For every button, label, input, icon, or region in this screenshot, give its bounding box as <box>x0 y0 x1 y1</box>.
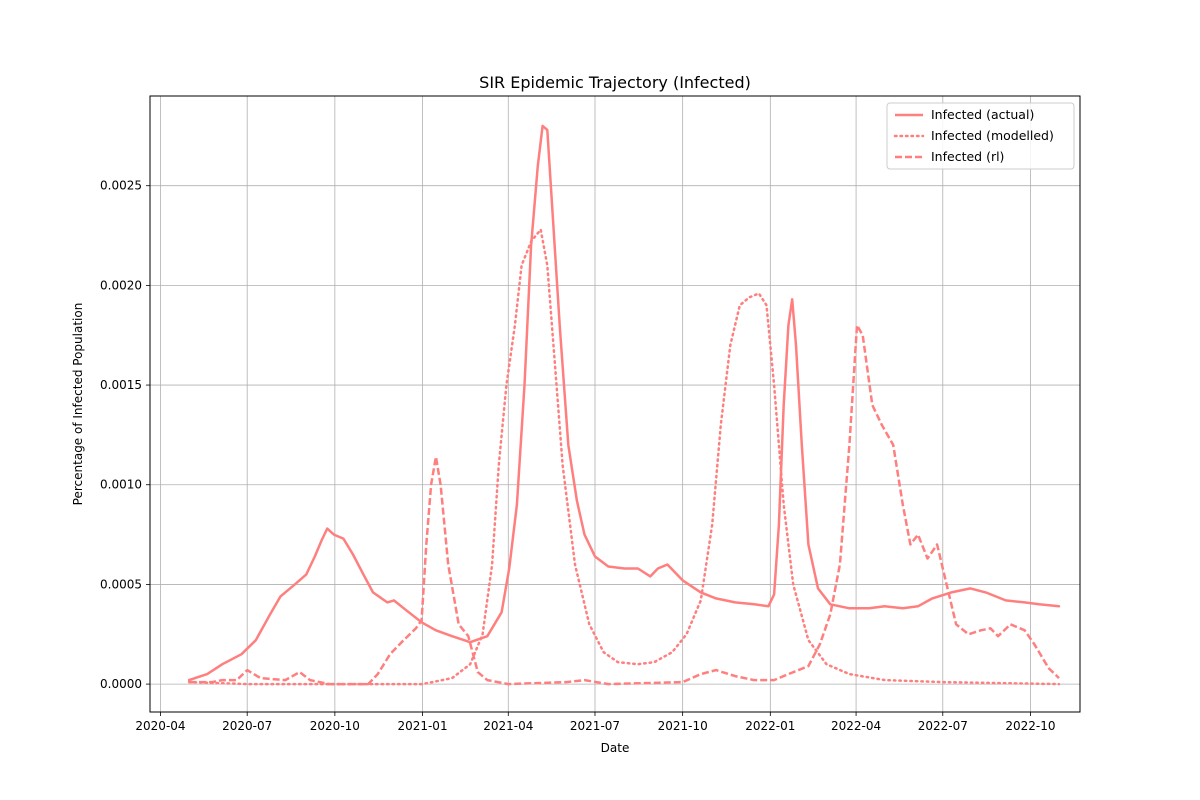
plot-frame <box>149 95 1081 713</box>
y-tick-label: 0.0015 <box>100 378 142 392</box>
legend: Infected (actual) Infected (modelled) In… <box>886 102 1075 170</box>
chart-title: SIR Epidemic Trajectory (Infected) <box>479 73 751 92</box>
y-axis-title: Percentage of Infected Population <box>71 303 85 506</box>
x-tick-label: 2022-04 <box>831 719 881 733</box>
legend-label-actual: Infected (actual) <box>931 107 1034 122</box>
x-tick-label: 2021-04 <box>483 719 533 733</box>
y-axis: 0.0000 0.0005 0.0010 0.0015 0.0020 0.0025 <box>100 179 150 691</box>
x-tick-label: 2021-01 <box>397 719 447 733</box>
legend-label-rl: Infected (rl) <box>931 149 1004 164</box>
x-tick-label: 2020-07 <box>222 719 272 733</box>
series-layer <box>187 124 1061 686</box>
series-line-dotted <box>187 228 1061 686</box>
y-tick-label: 0.0020 <box>100 278 142 292</box>
series-line-solid <box>187 124 1061 682</box>
x-tick-label: 2020-04 <box>135 719 185 733</box>
series-line-dashed <box>189 324 1060 686</box>
y-tick-label: 0.0005 <box>100 577 142 591</box>
x-tick-label: 2021-10 <box>658 719 708 733</box>
x-axis: 2020-04 2020-07 2020-10 2021-01 2021-04 2021-… <box>135 712 1056 733</box>
y-tick-label: 0.0010 <box>100 478 142 492</box>
x-tick-label: 2020-10 <box>310 719 360 733</box>
x-tick-label: 2022-07 <box>918 719 968 733</box>
y-tick-label: 0.0025 <box>100 179 142 193</box>
legend-label-modelled: Infected (modelled) <box>931 128 1054 143</box>
legend-box <box>886 102 1075 170</box>
y-tick-label: 0.0000 <box>100 677 142 691</box>
x-tick-label: 2021-07 <box>570 719 620 733</box>
grid <box>150 96 1080 712</box>
x-tick-label: 2022-01 <box>745 719 795 733</box>
x-axis-title: Date <box>601 741 630 755</box>
x-tick-label: 2022-10 <box>1005 719 1055 733</box>
